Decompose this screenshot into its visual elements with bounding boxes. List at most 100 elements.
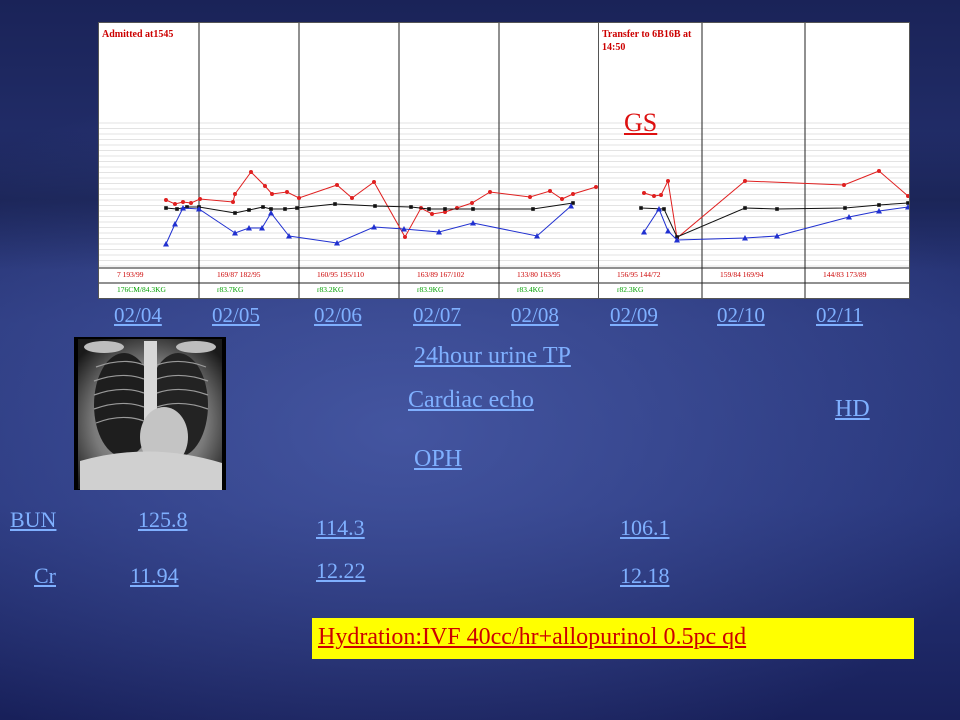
red-series-point	[571, 192, 575, 196]
xray-ribs	[93, 360, 209, 424]
chest-xray-image	[74, 337, 226, 490]
red-series-point	[249, 170, 253, 174]
vital-sign-chart-left: Admitted at1545 7 193/99 169/87 182/95 160…	[98, 22, 600, 299]
red-series-point	[548, 189, 552, 193]
hydration-order-text[interactable]: Hydration:IVF 40cc/hr+allopurinol 0.5pc …	[318, 624, 747, 650]
transfer-header-line2: 14:50	[602, 42, 625, 53]
blue-series-point	[905, 204, 909, 210]
cr-value-0206[interactable]: 12.22	[316, 558, 366, 583]
red-series-point	[198, 197, 202, 201]
xray-left-clavicle	[176, 341, 216, 353]
hd-link[interactable]: HD	[835, 396, 870, 422]
red-series-point	[173, 202, 177, 206]
weight-annotation: r83.9KG	[417, 285, 444, 294]
black-series-point	[295, 206, 299, 210]
urine-tp-link[interactable]: 24hour urine TP	[414, 343, 571, 369]
bp-annotation: 144/83 173/89	[823, 270, 867, 279]
blue-series-point	[163, 241, 169, 247]
hydration-banner: Hydration:IVF 40cc/hr+allopurinol 0.5pc …	[312, 618, 914, 659]
black-series-point	[775, 207, 779, 211]
blue-series-point	[742, 235, 748, 241]
bun-value-0204[interactable]: 125.8	[138, 507, 188, 532]
black-series-point	[877, 203, 881, 207]
cardiac-echo-link[interactable]: Cardiac echo	[408, 387, 534, 413]
weight-annotation: r83.2KG	[317, 285, 344, 294]
vital-sign-chart-right: Transfer to 6B16B at 14:50 156/95 144/72…	[598, 22, 910, 299]
date-0210[interactable]: 02/10	[717, 303, 765, 327]
admitted-header: Admitted at1545	[102, 29, 173, 40]
black-series-point	[247, 208, 251, 212]
bp-annotation: 160/95 195/110	[317, 270, 364, 279]
blue-series-point	[876, 208, 882, 214]
blue-series-point	[470, 220, 476, 226]
blue-series-point	[232, 230, 238, 236]
cr-value-0204[interactable]: 11.94	[130, 563, 179, 588]
black-series-point	[233, 211, 237, 215]
xray-diaphragm	[80, 451, 222, 490]
date-0205[interactable]: 02/05	[212, 303, 260, 327]
red-series-point	[430, 212, 434, 216]
red-series-point	[231, 200, 235, 204]
black-series-point	[662, 207, 666, 211]
red-series-point	[488, 190, 492, 194]
blue-series-point	[656, 206, 662, 212]
oph-link[interactable]: OPH	[414, 446, 463, 472]
date-0211[interactable]: 02/11	[816, 303, 864, 327]
black-series-point	[373, 204, 377, 208]
red-series-point	[594, 185, 598, 189]
red-series-point	[233, 192, 237, 196]
black-series-point	[164, 206, 168, 210]
black-series-point	[269, 207, 273, 211]
black-series-line	[640, 202, 909, 238]
black-series-point	[531, 207, 535, 211]
bp-annotation: 7 193/99	[117, 270, 144, 279]
red-series-line	[643, 170, 909, 239]
red-series-point	[372, 180, 376, 184]
cr-label[interactable]: Cr	[34, 563, 56, 588]
bp-annotation: 163/89 167/102	[417, 270, 465, 279]
red-series-point	[263, 184, 267, 188]
blue-series-point	[665, 228, 671, 234]
cr-value-0209[interactable]: 12.18	[620, 563, 670, 588]
blue-series-point	[172, 221, 178, 227]
bun-label[interactable]: BUN	[10, 507, 57, 532]
blue-series-point	[286, 233, 292, 239]
date-0206[interactable]: 02/06	[314, 303, 362, 327]
black-series-point	[843, 206, 847, 210]
black-series-point	[743, 206, 747, 210]
blue-series-point	[641, 229, 647, 235]
red-series-point	[560, 197, 564, 201]
bp-annotation: 159/84 169/94	[720, 270, 764, 279]
bun-value-0206[interactable]: 114.3	[316, 515, 365, 540]
bun-value-0209[interactable]: 106.1	[620, 515, 670, 540]
red-series-point	[842, 183, 846, 187]
blue-series-point	[436, 229, 442, 235]
black-series-line	[165, 202, 574, 214]
bp-annotation: 156/95 144/72	[617, 270, 661, 279]
weight-annotation: r83.4KG	[517, 285, 544, 294]
black-series-point	[471, 207, 475, 211]
blue-series-point	[568, 203, 574, 209]
vital-sign-chart-right-svg: Transfer to 6B16B at 14:50 156/95 144/72…	[599, 23, 909, 298]
red-series-point	[297, 196, 301, 200]
date-0209[interactable]: 02/09	[610, 303, 658, 327]
date-0208[interactable]: 02/08	[511, 303, 559, 327]
date-0207[interactable]: 02/07	[413, 303, 461, 327]
red-series-point	[350, 196, 354, 200]
red-series-point	[403, 235, 407, 239]
red-series-point	[906, 194, 909, 198]
red-series-point	[443, 210, 447, 214]
red-series-point	[189, 201, 193, 205]
black-series-point	[261, 205, 265, 209]
red-series-point	[270, 192, 274, 196]
red-series-point	[528, 195, 532, 199]
date-0204[interactable]: 02/04	[114, 303, 162, 327]
xray-right-lung	[94, 353, 154, 457]
blue-series-point	[401, 226, 407, 232]
red-series-point	[164, 198, 168, 202]
blue-series-point	[371, 224, 377, 230]
blue-series-point	[180, 205, 186, 211]
red-series-point	[666, 179, 670, 183]
red-series-point	[659, 193, 663, 197]
gs-link[interactable]: GS	[624, 108, 658, 137]
